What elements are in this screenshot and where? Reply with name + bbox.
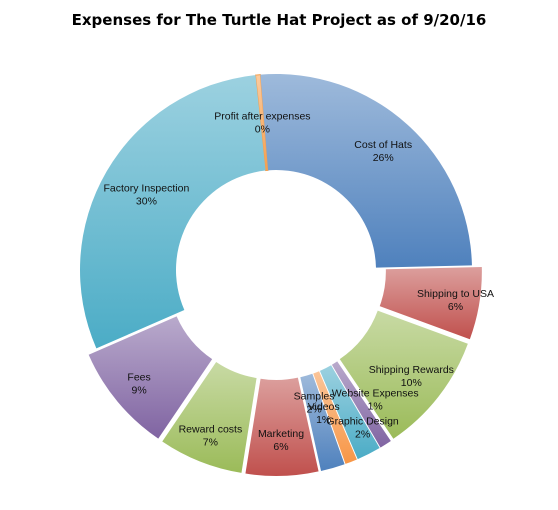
slice-label: Factory Inspection 30% bbox=[104, 183, 190, 208]
slice-label-name: Shipping to USA bbox=[417, 288, 494, 300]
slice-label-percent: 7% bbox=[203, 437, 218, 449]
slice-label: Cost of Hats 26% bbox=[354, 139, 412, 164]
slice-label-name: Cost of Hats bbox=[354, 139, 412, 151]
slice-label: Fees 9% bbox=[127, 372, 150, 397]
slice-factory-inspection bbox=[80, 75, 266, 349]
slice-reward-costs bbox=[162, 362, 257, 473]
slice-label-percent: 30% bbox=[136, 196, 157, 208]
slice-label: Shipping to USA 6% bbox=[417, 288, 494, 313]
slice-label-percent: 2% bbox=[307, 404, 322, 416]
slice-label-percent: 26% bbox=[373, 152, 394, 164]
slice-label-name: Website Expenses bbox=[332, 387, 419, 399]
slice-graphic-design bbox=[319, 365, 380, 460]
slice-videos bbox=[313, 371, 357, 464]
slice-label-percent: 9% bbox=[132, 385, 147, 397]
slice-cost-of-hats bbox=[260, 74, 472, 268]
slice-label-name: Fees bbox=[127, 372, 150, 384]
slice-label: Videos 1% bbox=[308, 401, 340, 426]
slice-label-name: Videos bbox=[308, 401, 340, 413]
labels-layer: Profit after expenses 0% Cost of Hats 26% Sh… bbox=[104, 111, 495, 453]
slice-label: Website Expenses 1% bbox=[332, 387, 419, 412]
slice-label-percent: 1% bbox=[368, 400, 383, 412]
slice-label-name: Marketing bbox=[258, 428, 304, 440]
slice-label-percent: 6% bbox=[448, 301, 463, 313]
slice-label-percent: 2% bbox=[355, 429, 370, 441]
slice-label-percent: 10% bbox=[401, 377, 422, 389]
slice-fees bbox=[88, 316, 213, 439]
slice-label-name: Shipping Rewards bbox=[369, 364, 454, 376]
slice-label-percent: 1% bbox=[316, 414, 331, 426]
chart-title: Expenses for The Turtle Hat Project as o… bbox=[72, 11, 487, 29]
slice-label-percent: 0% bbox=[255, 124, 270, 136]
slices-layer bbox=[80, 74, 482, 476]
slice-label: Graphic Design 2% bbox=[326, 416, 399, 441]
slice-website-expenses bbox=[331, 361, 391, 448]
slice-label: Marketing 6% bbox=[258, 428, 304, 453]
slice-label-name: Graphic Design bbox=[326, 416, 399, 428]
slice-samples bbox=[300, 373, 345, 471]
slice-shipping-to-usa bbox=[379, 267, 482, 340]
slice-label: Shipping Rewards 10% bbox=[369, 364, 454, 389]
slice-label: Profit after expenses 0% bbox=[214, 111, 310, 136]
slice-label-name: Profit after expenses bbox=[214, 111, 310, 123]
slice-label-name: Reward costs bbox=[179, 424, 243, 436]
slice-shipping-rewards bbox=[339, 310, 468, 439]
slice-label-name: Samples bbox=[294, 391, 335, 403]
slice-label: Samples 2% bbox=[294, 391, 335, 416]
slice-label-percent: 6% bbox=[273, 441, 288, 453]
slice-label-name: Factory Inspection bbox=[104, 183, 190, 195]
slice-marketing bbox=[245, 377, 319, 476]
slice-label: Reward costs 7% bbox=[179, 424, 243, 449]
